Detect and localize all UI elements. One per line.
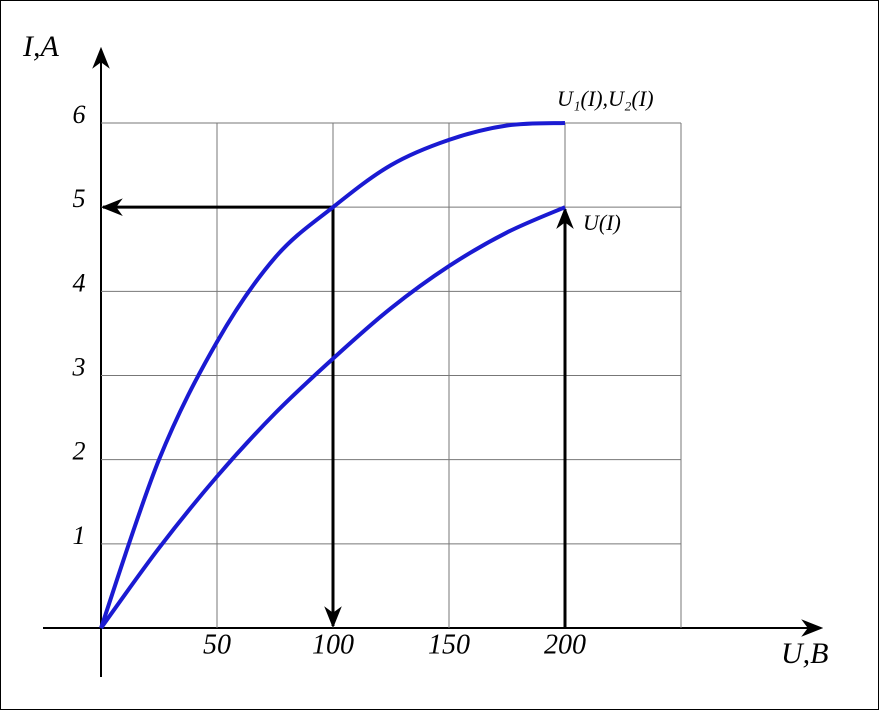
series-line [99, 205, 566, 630]
y-tick-label: 3 [72, 352, 86, 381]
series-label: U(I) [583, 210, 621, 235]
x-tick-label: 50 [203, 629, 231, 660]
y-axis-label: I,A [22, 30, 59, 63]
x-tick-label: 100 [312, 629, 354, 660]
y-tick-label: 2 [73, 437, 86, 466]
x-tick-label: 200 [544, 629, 586, 660]
x-tick-label: 150 [428, 629, 470, 660]
series-line [99, 121, 566, 629]
y-tick-label: 1 [73, 521, 86, 550]
y-tick-label: 5 [73, 184, 86, 213]
series-label: U₁(I),U₂(I) [557, 86, 654, 111]
x-axis-label: U,B [781, 637, 829, 670]
y-tick-label: 4 [73, 268, 86, 297]
y-tick-label: 6 [73, 100, 86, 129]
